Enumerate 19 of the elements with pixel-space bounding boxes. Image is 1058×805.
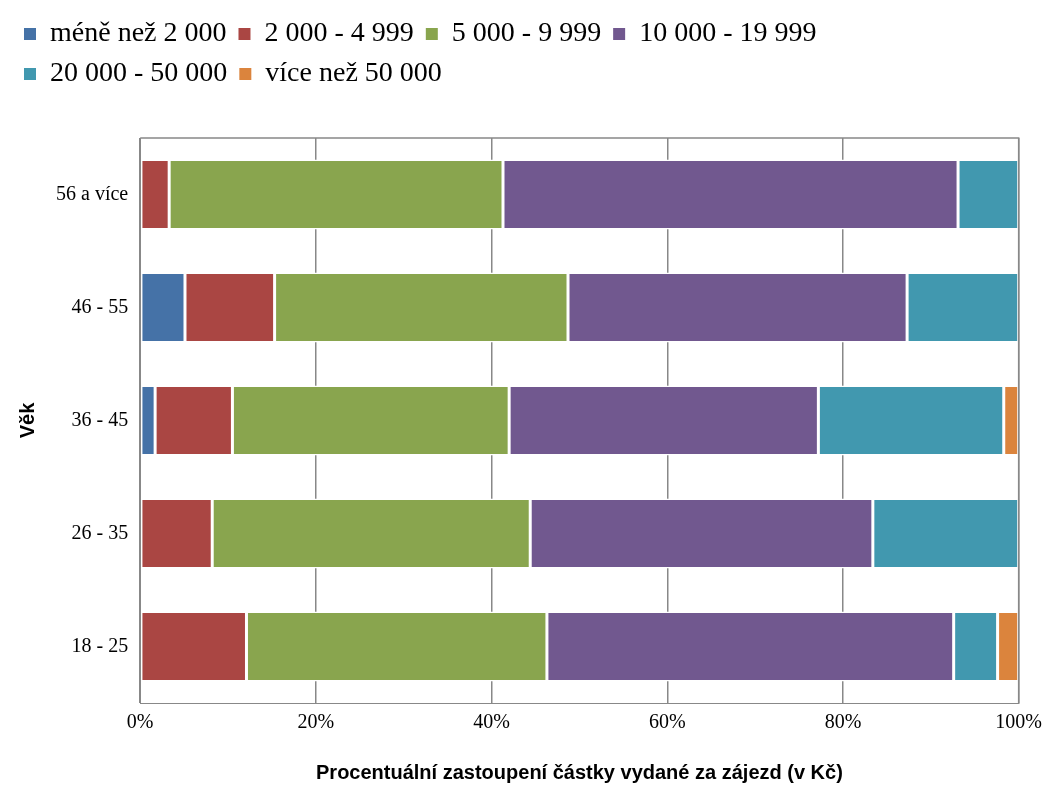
y-tick-label: 36 - 45 xyxy=(71,407,129,430)
x-tick-label: 20% xyxy=(297,710,335,733)
legend-label: 20 000 - 50 000 xyxy=(50,56,228,88)
y-tick-label: 18 - 25 xyxy=(71,633,129,656)
legend-label: méně než 2 000 xyxy=(50,16,227,48)
legend-label: 10 000 - 19 999 xyxy=(639,16,817,48)
y-tick-label: 26 - 35 xyxy=(71,520,129,543)
x-tick-label: 80% xyxy=(824,710,862,733)
x-tick-label: 100% xyxy=(995,710,1043,733)
x-tick-label: 0% xyxy=(126,710,154,733)
legend-label: 5 000 - 9 999 xyxy=(451,16,602,48)
x-tick-label: 40% xyxy=(473,710,510,733)
y-tick-label: 46 - 55 xyxy=(71,294,129,317)
y-tick-label: 56 a více xyxy=(56,181,129,204)
x-tick-label: 60% xyxy=(648,710,686,733)
x-axis-title: Procentuální zastoupení částky vydané za zájezd (v Kč) xyxy=(316,760,843,783)
legend-label: 2 000 - 4 999 xyxy=(264,16,414,48)
y-axis-title: Věk xyxy=(15,401,38,439)
legend-label: více než 50 000 xyxy=(265,56,442,88)
